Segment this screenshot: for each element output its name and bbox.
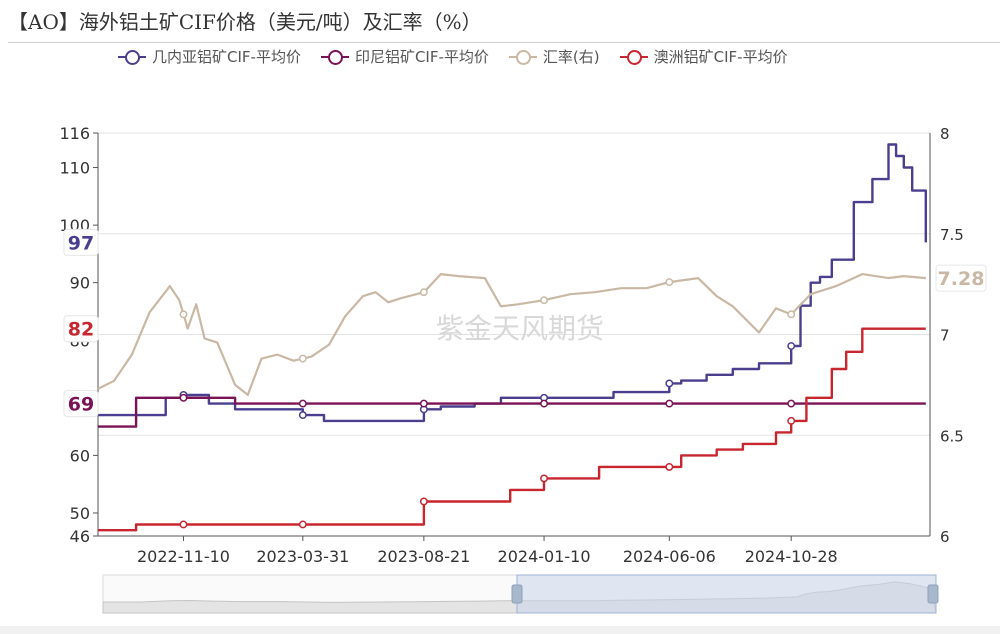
legend-line-circle-icon [508, 49, 537, 65]
x-tick-label: 2022-11-10 [137, 547, 230, 566]
series-point-0 [298, 411, 307, 420]
y-left-tick-label: 116 [59, 124, 90, 143]
series-point-3 [540, 474, 548, 483]
series-point-3 [665, 462, 674, 471]
legend-item-guinea[interactable]: 几内亚铝矿CIF-平均价 [118, 46, 301, 67]
zoom-handle [511, 584, 523, 604]
series-point-2 [419, 288, 428, 297]
legend-line-circle-icon [118, 49, 146, 65]
series-point-1 [787, 399, 796, 408]
legend-item-australia[interactable]: 澳洲铝矿CIF-平均价 [619, 46, 788, 67]
legend-line-circle-icon [619, 49, 648, 65]
x-tick-label: 2024-06-06 [623, 547, 716, 566]
legend: 几内亚铝矿CIF-平均价 印尼铝矿CIF-平均价 汇率(右) 澳洲铝矿CIF-平… [118, 46, 788, 67]
series-point-2 [665, 278, 674, 287]
end-label-box-2 [935, 264, 987, 292]
series-point-2 [179, 310, 188, 319]
end-label-3: 82 [68, 319, 94, 341]
y-left-tick-label: 60 [70, 446, 90, 465]
legend-label: 几内亚铝矿CIF-平均价 [152, 48, 301, 66]
end-label-box-3 [63, 315, 99, 343]
data-zoom-slider[interactable] [102, 574, 939, 614]
series-line-0 [98, 143, 927, 423]
series-point-2 [298, 354, 307, 363]
series-point-2 [540, 296, 548, 305]
x-tick-label: 2024-10-28 [745, 547, 838, 566]
zoom-selection [516, 574, 937, 614]
y-left-tick-label: 46 [70, 527, 90, 546]
y-left-tick-label: 90 [70, 274, 90, 293]
y-right-tick-label: 6 [940, 528, 950, 546]
series-point-1 [179, 393, 188, 402]
legend-label: 汇率(右) [542, 48, 600, 66]
y-right-tick-label: 7.5 [940, 226, 964, 244]
series-line-1 [98, 396, 926, 428]
series-point-1 [298, 399, 307, 408]
legend-line-circle-icon [320, 49, 349, 65]
y-left-tick-label: 50 [70, 504, 90, 523]
watermark: 紫金天风期货 [436, 312, 604, 345]
x-tick-label: 2024-01-10 [498, 547, 591, 566]
series-point-3 [179, 520, 188, 529]
title-divider [8, 42, 1000, 43]
series-point-3 [419, 497, 428, 506]
x-tick-label: 2023-08-21 [377, 547, 470, 566]
end-label-2: 7.28 [938, 268, 985, 290]
x-tick-label: 2023-03-31 [256, 547, 349, 566]
series-point-1 [419, 399, 428, 408]
series-line-2 [97, 273, 926, 396]
legend-label: 印尼铝矿CIF-平均价 [354, 48, 489, 66]
end-label-1: 69 [68, 394, 94, 416]
end-label-0: 97 [68, 232, 94, 254]
y-right-tick-label: 7 [940, 327, 950, 345]
series-point-0 [665, 379, 674, 388]
axes: 66.577.584650607080901001101162022-11-10… [59, 124, 963, 566]
legend-item-indonesia[interactable]: 印尼铝矿CIF-平均价 [320, 46, 489, 67]
end-label-box-0 [63, 228, 99, 256]
series-group [97, 143, 927, 532]
series-line-3 [98, 327, 926, 532]
y-right-tick-label: 8 [940, 125, 950, 143]
end-label-box-1 [63, 390, 99, 418]
y-left-tick-label: 110 [59, 159, 90, 178]
series-point-1 [665, 399, 674, 408]
bottom-band [0, 626, 1000, 634]
series-point-3 [298, 520, 307, 529]
y-right-tick-label: 6.5 [940, 427, 964, 445]
series-point-0 [787, 342, 796, 350]
legend-label: 澳洲铝矿CIF-平均价 [653, 48, 788, 66]
series-point-1 [540, 399, 548, 408]
zoom-handle [927, 584, 939, 604]
series-point-2 [787, 310, 796, 319]
legend-item-fx-rate[interactable]: 汇率(右) [508, 46, 600, 67]
end-labels: 97 69 7.28 82 [63, 228, 987, 418]
chart-title: 【AO】海外铝土矿CIF价格（美元/吨）及汇率（%） [8, 10, 482, 34]
series-point-3 [787, 416, 796, 425]
